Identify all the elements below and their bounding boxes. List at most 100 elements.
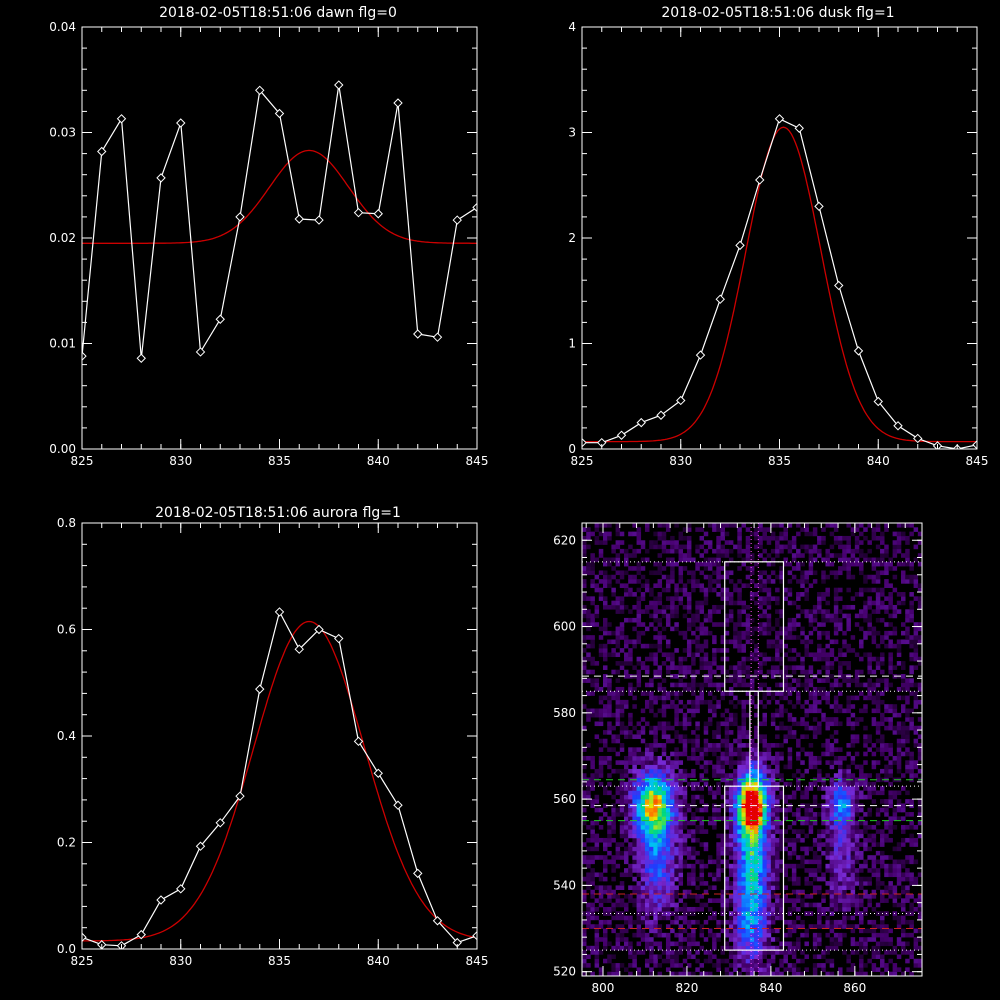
heatmap-cell — [657, 868, 663, 873]
heatmap-cell — [737, 950, 742, 955]
heatmap-cell — [640, 820, 646, 826]
heatmap-cell — [867, 881, 872, 886]
heatmap-cell — [619, 825, 625, 830]
heatmap-cell — [623, 768, 629, 774]
heatmap-cell — [875, 596, 881, 601]
heatmap-cell — [867, 868, 872, 873]
heatmap-cell — [582, 932, 587, 938]
heatmap-cell — [707, 820, 713, 826]
heatmap-cell — [644, 656, 650, 662]
heatmap-cell — [657, 583, 663, 589]
heatmap-cell — [859, 829, 864, 834]
heatmap-cell — [582, 656, 587, 662]
heatmap-cell — [598, 919, 604, 925]
heatmap-cell — [842, 639, 847, 645]
heatmap-cell — [602, 889, 608, 895]
heatmap-cell — [791, 617, 797, 623]
heatmap-cell — [615, 639, 621, 645]
heatmap-cell — [594, 712, 600, 718]
heatmap-cell — [674, 876, 679, 882]
heatmap-cell — [846, 622, 851, 627]
heatmap-cell — [871, 717, 877, 722]
heatmap-cell — [636, 794, 642, 800]
heatmap-cell — [758, 699, 763, 705]
heatmap-cell — [699, 794, 705, 800]
heatmap-cell — [875, 699, 881, 705]
heatmap-cell — [766, 643, 772, 649]
heatmap-cell — [640, 794, 646, 800]
heatmap-cell — [615, 630, 621, 636]
heatmap-cell — [691, 768, 696, 774]
heatmap-cell — [607, 604, 612, 610]
heatmap-cell — [884, 553, 889, 558]
heatmap-cell — [825, 950, 830, 955]
heatmap-cell — [703, 902, 709, 908]
heatmap-cell — [787, 561, 793, 567]
heatmap-cell — [636, 902, 642, 908]
heatmap-cell — [791, 773, 797, 778]
heatmap-cell — [762, 764, 767, 770]
heatmap-cell — [720, 919, 726, 925]
heatmap-cell — [833, 919, 839, 925]
heatmap-cell — [602, 704, 608, 709]
heatmap-cell — [695, 950, 700, 955]
heatmap-cell — [800, 820, 805, 826]
heatmap-cell — [762, 600, 767, 606]
heatmap-cell — [762, 527, 767, 532]
heatmap-cell — [787, 842, 793, 847]
heatmap-cell — [707, 544, 713, 550]
dusk-data-point — [636, 417, 646, 428]
heatmap-cell — [875, 544, 881, 550]
heatmap-cell — [884, 863, 889, 869]
heatmap-cell — [636, 760, 642, 765]
heatmap-cell — [657, 531, 663, 537]
heatmap-cell — [808, 630, 814, 636]
heatmap-cell — [653, 812, 658, 817]
heatmap-cell — [754, 868, 759, 873]
heatmap-cell — [741, 734, 747, 740]
heatmap-cell — [728, 954, 734, 960]
heatmap-cell — [657, 708, 663, 714]
heatmap-cell — [590, 643, 595, 649]
heatmap-cell — [825, 932, 830, 938]
heatmap-cell — [628, 781, 633, 787]
heatmap-cell — [636, 807, 642, 813]
heatmap-cell — [674, 760, 679, 765]
heatmap-cell — [817, 708, 822, 714]
heatmap-cell — [678, 876, 684, 882]
heatmap-cell — [728, 924, 734, 929]
heatmap-cell — [590, 971, 595, 977]
aurora-data-point — [274, 607, 285, 617]
heatmap-cell — [758, 850, 763, 856]
heatmap-cell — [754, 527, 759, 532]
heatmap-cell — [749, 786, 755, 791]
heatmap-cell — [632, 626, 637, 632]
heatmap-cell — [833, 626, 839, 632]
heatmap-cell — [745, 557, 751, 563]
heatmap-cell — [594, 557, 600, 563]
heatmap-cell — [817, 941, 822, 947]
heatmap-cell — [758, 872, 763, 878]
heatmap-cell — [745, 566, 751, 571]
heatmap-cell — [720, 535, 726, 541]
heatmap-cell — [808, 786, 814, 791]
heatmap-cell — [724, 561, 730, 567]
heatmap-cell — [649, 743, 654, 748]
heatmap-cell — [871, 863, 877, 869]
heatmap-cell — [619, 855, 625, 860]
heatmap-cell — [758, 941, 763, 947]
heatmap-cell — [678, 868, 684, 873]
heatmap-cell — [699, 820, 705, 826]
heatmap-cell — [800, 837, 805, 843]
heatmap-cell — [737, 911, 742, 916]
heatmap-cell — [787, 712, 793, 718]
heatmap-cell — [720, 773, 726, 778]
heatmap-cell — [875, 747, 881, 752]
heatmap-cell — [787, 725, 793, 731]
heatmap-cell — [665, 587, 671, 593]
heatmap-cell — [850, 721, 856, 727]
heatmap-cell — [754, 812, 759, 817]
heatmap-cell — [754, 915, 759, 921]
heatmap-cell — [657, 881, 663, 886]
aurora-data-point — [314, 624, 324, 635]
